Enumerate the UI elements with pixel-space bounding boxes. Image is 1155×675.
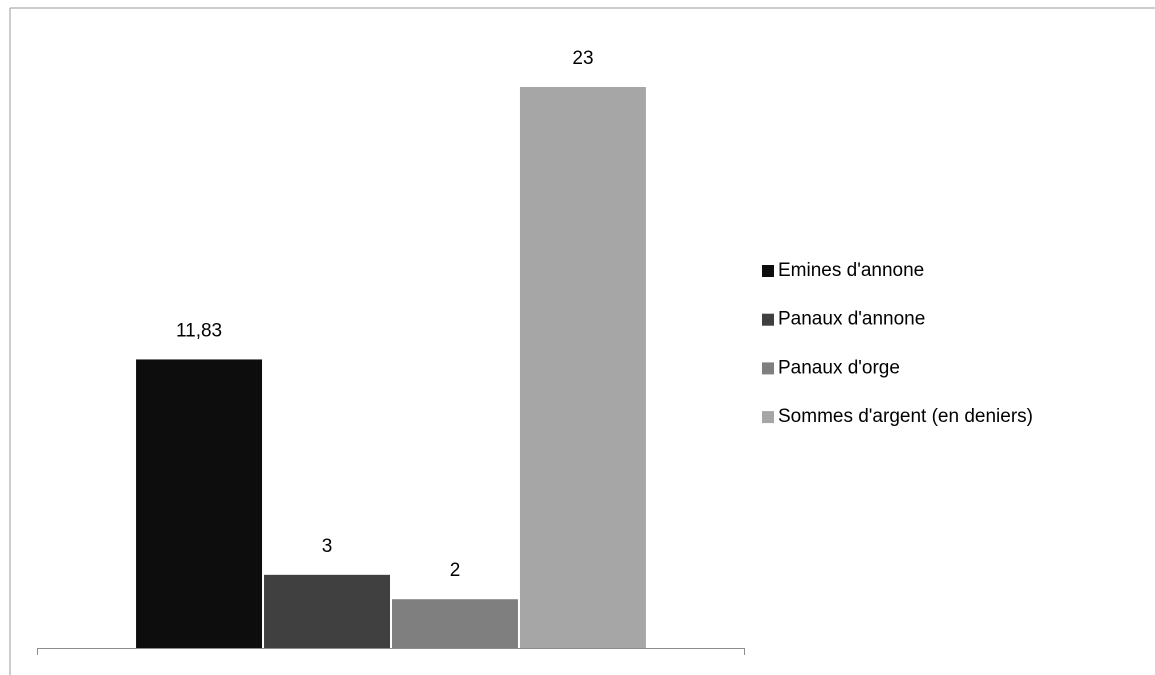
data-label: 23 bbox=[572, 48, 593, 69]
legend-swatch bbox=[762, 411, 774, 424]
legend-label: Sommes d'argent (en deniers) bbox=[778, 406, 1033, 427]
bar bbox=[519, 87, 646, 648]
bar bbox=[264, 574, 390, 648]
bar bbox=[136, 359, 263, 648]
legend-swatch bbox=[762, 362, 774, 375]
data-label: 11,83 bbox=[176, 320, 222, 341]
data-label: 3 bbox=[322, 536, 333, 557]
legend-label: Panaux d'orge bbox=[778, 357, 900, 378]
legend-swatch bbox=[762, 313, 774, 326]
legend-label: Panaux d'annone bbox=[778, 309, 925, 330]
bar bbox=[392, 599, 518, 648]
legend-swatch bbox=[762, 265, 774, 277]
data-label: 2 bbox=[450, 560, 461, 581]
legend-label: Emines d'annone bbox=[778, 260, 924, 281]
